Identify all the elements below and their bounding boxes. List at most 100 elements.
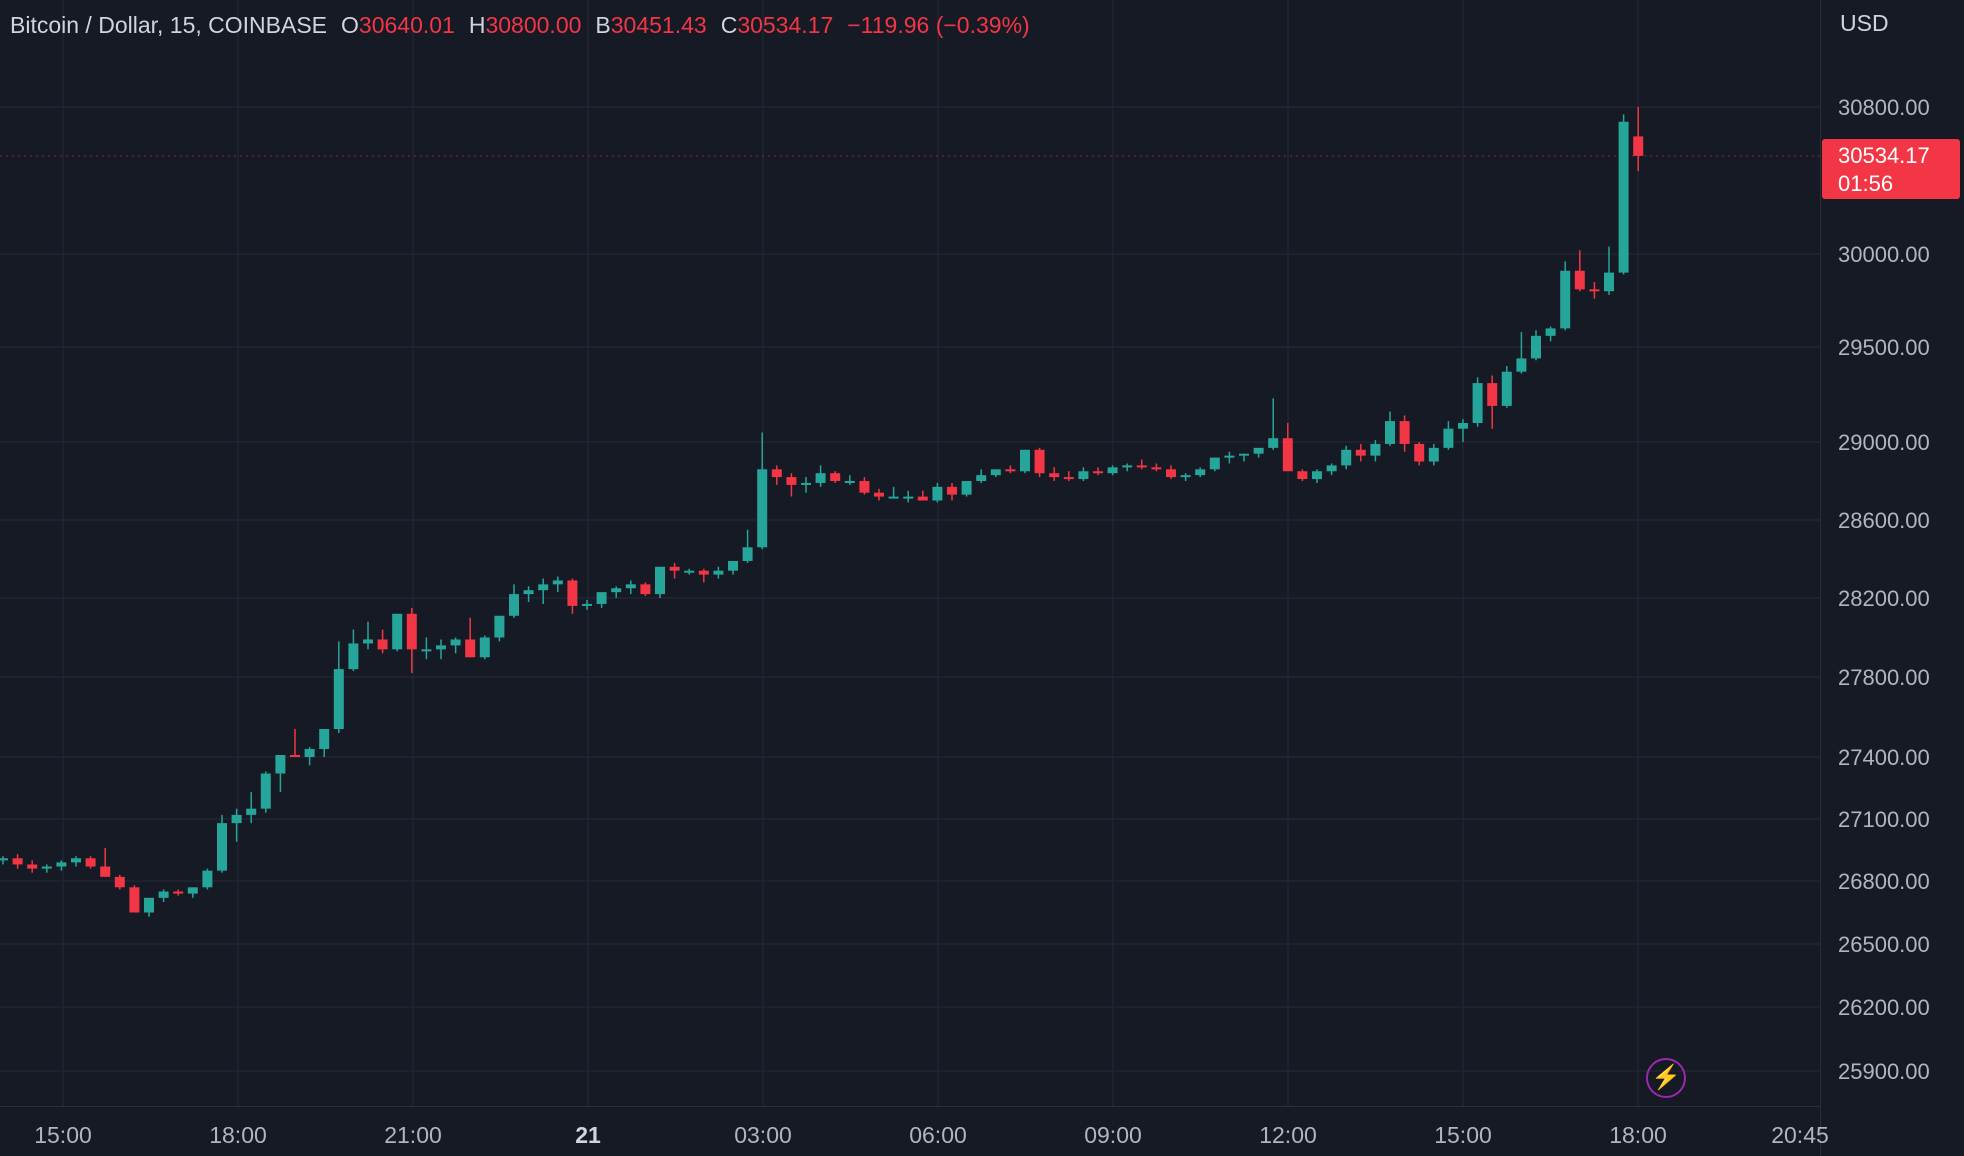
symbol-legend: Bitcoin / Dollar, 15, COINBASE O 30640.0… — [10, 12, 1030, 39]
candle — [1253, 447, 1264, 458]
candle — [582, 599, 592, 610]
candle — [348, 629, 359, 672]
candle — [217, 814, 227, 873]
candle — [1574, 250, 1585, 292]
candle — [1326, 463, 1337, 476]
candle — [1136, 459, 1147, 470]
price-tick-label: 28600.00 — [1838, 508, 1930, 533]
candle — [552, 576, 563, 593]
lightning-icon[interactable]: ⚡ — [1646, 1058, 1686, 1098]
price-axis[interactable]: 30800.00 30000.00 29500.00 29000.00 28600.00… — [1838, 95, 1930, 1084]
price-tick-label: 30000.00 — [1838, 242, 1930, 267]
candle — [874, 488, 884, 501]
candle — [903, 490, 914, 503]
candle — [1487, 375, 1498, 429]
candle — [85, 856, 96, 869]
time-tick-label: 06:00 — [909, 1122, 967, 1148]
candle — [611, 586, 622, 598]
high-value: 30800.00 — [485, 12, 582, 38]
time-tick-label: 21 — [575, 1122, 601, 1148]
candle — [640, 582, 651, 597]
candle — [1122, 463, 1133, 472]
candle — [260, 771, 271, 813]
candle — [815, 465, 826, 487]
candle — [202, 868, 213, 890]
candle — [990, 469, 1001, 478]
candle — [377, 629, 388, 654]
candle — [655, 566, 665, 598]
candle — [1355, 443, 1366, 462]
price-tick-label: 25900.00 — [1838, 1059, 1930, 1084]
time-tick-label: 15:00 — [1434, 1122, 1492, 1148]
candle — [319, 729, 330, 757]
candle — [129, 885, 140, 913]
symbol-title[interactable]: Bitcoin / Dollar, 15, COINBASE — [10, 12, 328, 38]
candle — [114, 874, 125, 890]
candle — [1005, 465, 1016, 474]
candle — [1195, 467, 1206, 478]
candle — [538, 578, 549, 604]
candle — [479, 635, 490, 660]
open-value: 30640.01 — [358, 12, 455, 38]
currency-label[interactable]: USD — [1840, 10, 1889, 36]
candle — [1020, 449, 1030, 474]
time-tick-label: 20:45 — [1771, 1122, 1829, 1148]
candle — [100, 847, 111, 877]
candle — [41, 864, 52, 873]
price-tick-label: 27400.00 — [1838, 745, 1930, 770]
time-axis[interactable]: 15:00 18:00 21:00 21 03:00 06:00 09:00 12:00 15:… — [34, 1122, 1829, 1148]
candle — [786, 473, 797, 497]
candle — [56, 860, 67, 871]
candle — [173, 889, 184, 896]
price-tick-label: 26800.00 — [1838, 869, 1930, 894]
candle — [1282, 423, 1293, 472]
candle — [801, 477, 811, 493]
price-tick-label: 29000.00 — [1838, 430, 1930, 455]
candle — [888, 486, 899, 499]
time-tick-label: 21:00 — [384, 1122, 442, 1148]
candle — [406, 607, 417, 674]
candle — [27, 860, 38, 873]
candle — [1545, 326, 1556, 342]
candle — [698, 568, 709, 583]
candle — [1428, 443, 1439, 466]
candle — [1604, 246, 1614, 295]
candle — [246, 792, 257, 824]
candle — [596, 592, 607, 608]
candle — [917, 490, 928, 501]
candle — [1151, 463, 1162, 472]
candle — [1414, 442, 1425, 466]
candle — [1370, 440, 1381, 462]
candle — [1501, 366, 1512, 408]
candle — [436, 639, 446, 660]
close-value: 30534.17 — [737, 12, 834, 38]
close-label: C — [720, 12, 738, 38]
candle — [1107, 465, 1118, 476]
price-tick-label: 28200.00 — [1838, 586, 1930, 611]
candle — [742, 529, 753, 563]
candle — [144, 897, 154, 917]
candle — [1180, 473, 1191, 481]
candle — [1049, 467, 1060, 481]
candle — [158, 889, 169, 902]
candle — [494, 615, 505, 642]
candle — [1078, 467, 1089, 481]
candle — [1341, 445, 1352, 470]
candle — [0, 856, 8, 865]
candle — [1063, 471, 1074, 481]
candle — [1633, 107, 1644, 172]
candle — [1589, 281, 1600, 299]
price-tick-label: 29500.00 — [1838, 335, 1930, 360]
price-tick-label: 30800.00 — [1838, 95, 1930, 120]
price-tick-label: 27800.00 — [1838, 665, 1930, 690]
last-price-value: 30534.17 — [1838, 143, 1930, 168]
candle — [290, 729, 300, 757]
high-label: H — [468, 12, 486, 38]
last-price-tag: 30534.17 01:56 — [1822, 139, 1960, 199]
candle — [830, 471, 841, 483]
candle — [1268, 398, 1279, 450]
candle — [392, 613, 403, 652]
candle — [509, 584, 519, 618]
candles — [0, 107, 1644, 917]
